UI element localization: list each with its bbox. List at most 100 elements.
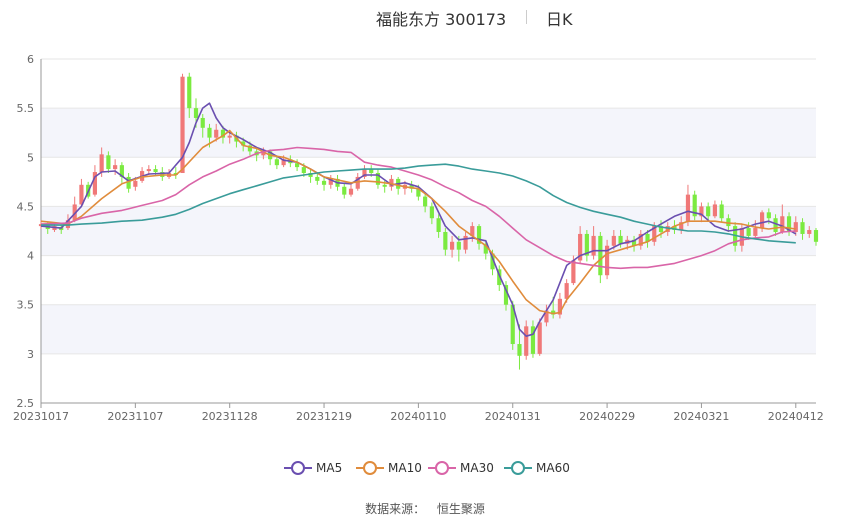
legend-item-ma30[interactable]: MA30 (428, 458, 494, 478)
legend-ring-ma60 (511, 461, 525, 475)
candle-body (598, 235, 603, 276)
candle-body (537, 322, 542, 354)
candle-body (207, 127, 212, 138)
candle-body (423, 196, 428, 207)
candle-body (631, 239, 637, 246)
legend-symbol-ma60 (504, 460, 532, 476)
candle-body (726, 218, 731, 227)
candle-body (247, 145, 253, 152)
candle-body (315, 176, 320, 181)
candle-body (780, 216, 785, 232)
candle-body (517, 344, 522, 356)
candle-body (510, 304, 515, 345)
candle-body (679, 222, 684, 231)
x-tick-label: 20231219 (296, 410, 352, 423)
candle-body (126, 176, 131, 189)
candle-body (773, 218, 778, 232)
candle-body (645, 233, 650, 242)
candle-body (456, 241, 461, 250)
candle-body (355, 176, 360, 189)
y-tick-label: 3 (27, 348, 34, 361)
legend-label-ma10: MA10 (388, 461, 422, 475)
candle-body (294, 163, 300, 168)
period-label: 日K (546, 10, 573, 29)
legend-label-ma60: MA60 (536, 461, 570, 475)
candle-body (483, 243, 488, 254)
candle-body (503, 285, 509, 305)
band (41, 304, 816, 354)
candle-body (604, 245, 610, 276)
candle-body (712, 204, 718, 217)
candle-body (692, 194, 697, 217)
candle-body (524, 326, 529, 356)
x-tick-label: 20240412 (768, 410, 824, 423)
candle-body (638, 233, 643, 246)
candle-body (193, 108, 199, 118)
candle-body (584, 233, 589, 256)
y-tick-label: 5.5 (17, 102, 35, 115)
candle-body (409, 184, 414, 189)
candle-body (92, 172, 98, 195)
candle-body (786, 216, 792, 232)
candle-body (685, 194, 691, 223)
moving-average-lines (40, 102, 797, 337)
candle-body (241, 141, 246, 146)
candle-body (214, 129, 219, 138)
candle-body (220, 129, 226, 138)
candle-body (328, 178, 333, 185)
candle-body (793, 222, 798, 232)
candle-body (106, 155, 111, 170)
candle-body (443, 231, 448, 250)
candle-body (99, 154, 104, 173)
candle-body (227, 135, 232, 138)
legend-item-ma10[interactable]: MA10 (356, 458, 422, 478)
candle-body (699, 206, 704, 217)
x-axis: 20231017 20231107 20231128 20231219 20240110… (13, 403, 824, 423)
candle-body (557, 298, 563, 315)
candle-body (753, 228, 758, 236)
candle-body (362, 169, 367, 177)
legend-symbol-ma30 (428, 460, 456, 476)
plot-background-bands (41, 108, 816, 354)
candlestick-chart: 2.5 3 3.5 4 4.5 5 5.5 6 20231017 20231107 2023112… (13, 53, 824, 423)
x-tick-label: 20231017 (13, 410, 69, 423)
source-label: 数据来源： (365, 502, 426, 516)
y-tick-label: 4.5 (17, 200, 35, 213)
x-tick-label: 20240229 (579, 410, 635, 423)
candle-body (813, 230, 819, 242)
candle-body (153, 169, 158, 173)
candle-body (301, 167, 306, 174)
candle-body (564, 283, 569, 299)
source-value: 恒生聚源 (436, 502, 485, 516)
candle-body (146, 169, 151, 172)
candle-body (382, 184, 387, 187)
legend-item-ma5[interactable]: MA5 (284, 458, 342, 478)
candle-body (113, 165, 118, 170)
candle-body (706, 206, 711, 217)
x-tick-label: 20231107 (107, 410, 163, 423)
legend-symbol-ma5 (284, 460, 312, 476)
candle-body (274, 159, 279, 166)
candle-body (369, 169, 374, 174)
legend-ring-ma5 (291, 461, 305, 475)
candle-body (281, 159, 286, 166)
candle-body (618, 235, 623, 244)
chart-header: 福能东方 300173 日K (0, 6, 850, 29)
candle-body (530, 326, 536, 354)
ma-line-ma5 (40, 102, 797, 337)
y-axis-tick-labels: 2.5 3 3.5 4 4.5 5 5.5 6 (17, 53, 35, 410)
candle-body (463, 235, 468, 250)
candle-body (759, 212, 765, 229)
candle-body (416, 188, 421, 197)
candle-body (652, 226, 657, 242)
legend-label-ma30: MA30 (460, 461, 494, 475)
candle-body (551, 310, 556, 315)
candle-body (665, 226, 670, 232)
legend-symbol-ma10 (356, 460, 384, 476)
legend-item-ma60[interactable]: MA60 (504, 458, 570, 478)
candle-body (672, 226, 677, 231)
x-tick-label: 20231128 (202, 410, 258, 423)
candle-body (429, 206, 434, 219)
title-separator (526, 10, 527, 24)
candle-body (308, 173, 313, 177)
